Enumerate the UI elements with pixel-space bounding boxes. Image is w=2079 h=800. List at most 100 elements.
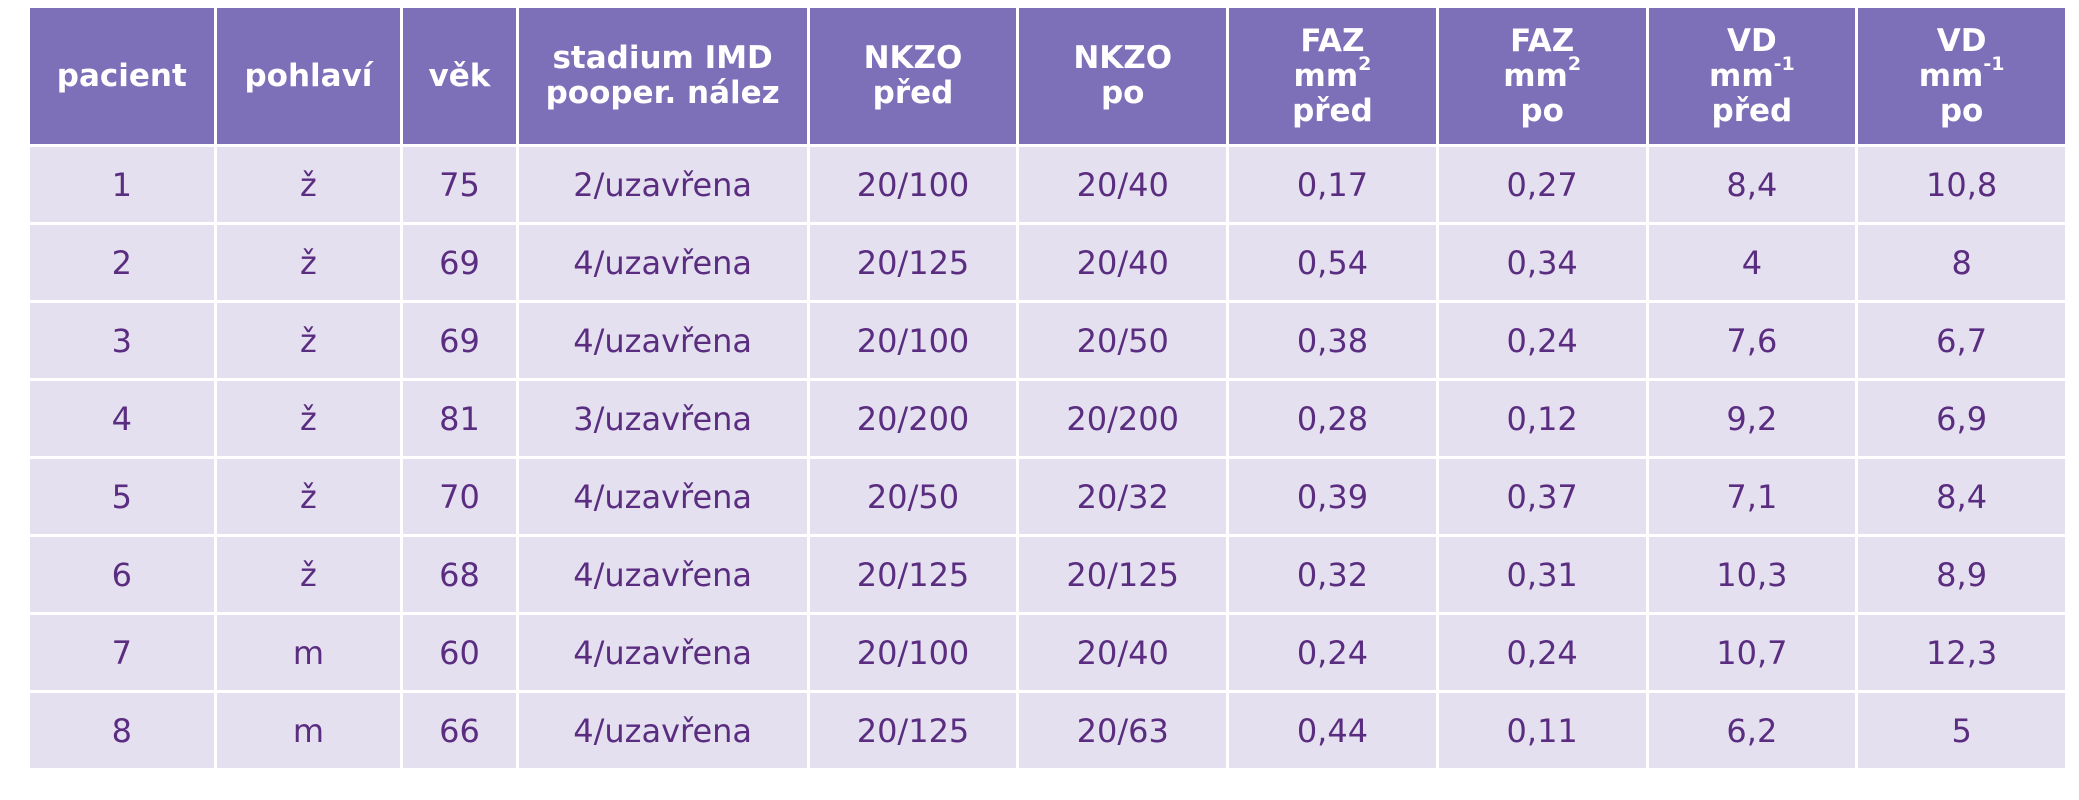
table-cell-faz-po: 0,11 xyxy=(1438,693,1646,768)
table-cell-pacient: 3 xyxy=(30,303,214,378)
table-cell-vd-pred: 8,4 xyxy=(1648,147,1856,222)
unit-exponent: 2 xyxy=(1567,53,1582,76)
table-header-row: pacient pohlaví věk stadium IMD pooper. nále… xyxy=(30,8,2065,144)
table-cell-pacient: 6 xyxy=(30,537,214,612)
column-header-text: mm xyxy=(1293,57,1359,94)
table-cell-vek: 68 xyxy=(403,537,516,612)
table-row: 3 ž 69 4/uzavřena 20/100 20/50 0,38 0,24 7,6 6,7 xyxy=(30,303,2065,378)
column-header-text: FAZ xyxy=(1510,22,1575,59)
column-header-text: věk xyxy=(428,57,491,94)
column-header-line: FAZ xyxy=(1443,22,1642,59)
table-cell-pohlavi: ž xyxy=(216,303,401,378)
table-cell-vd-po: 8,4 xyxy=(1858,459,2065,534)
table-row: 5 ž 70 4/uzavřena 20/50 20/32 0,39 0,37 7,1 8,4 xyxy=(30,459,2065,534)
column-header-line: po xyxy=(1443,93,1642,129)
table-cell-nkzo-po: 20/125 xyxy=(1019,537,1227,612)
table-row: 1 ž 75 2/uzavřena 20/100 20/40 0,17 0,27 8,4 10,8 xyxy=(30,147,2065,222)
column-header-line: FAZ xyxy=(1233,22,1432,59)
column-header-text: pacient xyxy=(56,57,187,94)
table-cell-vd-po: 6,7 xyxy=(1858,303,2065,378)
column-header-line: VD xyxy=(1862,22,2061,59)
column-header-text: VD xyxy=(1727,22,1777,59)
table-cell-nkzo-po: 20/40 xyxy=(1019,147,1227,222)
table-cell-faz-pred: 0,39 xyxy=(1229,459,1436,534)
table-cell-nkzo-pred: 20/100 xyxy=(809,615,1017,690)
table-cell-vd-po: 8,9 xyxy=(1858,537,2065,612)
table-cell-faz-pred: 0,28 xyxy=(1229,381,1436,456)
column-header-nkzo-po: NKZO po xyxy=(1019,8,1227,144)
column-header-text: po xyxy=(1100,75,1145,111)
column-header-pohlavi: pohlaví xyxy=(216,8,401,144)
patient-table: pacient pohlaví věk stadium IMD pooper. nále… xyxy=(27,5,2068,771)
column-header-text: mm xyxy=(1709,57,1774,94)
column-header-text: před xyxy=(1711,92,1793,129)
column-header-vek: věk xyxy=(403,8,516,144)
table-cell-nkzo-pred: 20/125 xyxy=(809,537,1017,612)
table-cell-vd-po: 5 xyxy=(1858,693,2065,768)
table-row: 6 ž 68 4/uzavřena 20/125 20/125 0,32 0,31 10,3 8,… xyxy=(30,537,2065,612)
column-header-line: mm-1 xyxy=(1862,55,2061,94)
column-header-text: stadium IMD xyxy=(552,40,773,76)
table-cell-vek: 81 xyxy=(403,381,516,456)
table-cell-vd-pred: 10,3 xyxy=(1648,537,1856,612)
column-header-line: VD xyxy=(1653,22,1852,59)
table-cell-pacient: 8 xyxy=(30,693,214,768)
table-cell-vek: 75 xyxy=(403,147,516,222)
column-header-text: mm xyxy=(1503,57,1568,94)
table-cell-pacient: 2 xyxy=(30,225,214,300)
table-cell-nkzo-pred: 20/125 xyxy=(809,225,1017,300)
table-cell-pacient: 4 xyxy=(30,381,214,456)
column-header-line: pohlaví xyxy=(221,57,397,94)
table-cell-faz-po: 0,37 xyxy=(1438,459,1646,534)
table-cell-nkzo-pred: 20/125 xyxy=(809,693,1017,768)
table-cell-stadium-imd: 4/uzavřena xyxy=(518,225,807,300)
column-header-text: VD xyxy=(1936,22,1987,59)
table-cell-vd-po: 6,9 xyxy=(1858,381,2065,456)
column-header-nkzo-pred: NKZO před xyxy=(809,8,1017,144)
column-header-text: NKZO xyxy=(1073,40,1173,76)
column-header-text: pohlaví xyxy=(244,57,373,94)
table-cell-nkzo-pred: 20/200 xyxy=(809,381,1017,456)
column-header-line: po xyxy=(1023,76,1222,111)
table-cell-pohlavi: ž xyxy=(216,537,401,612)
unit-exponent: 2 xyxy=(1358,53,1372,76)
table-cell-nkzo-po: 20/40 xyxy=(1019,225,1227,300)
table-cell-faz-pred: 0,44 xyxy=(1229,693,1436,768)
table-cell-nkzo-po: 20/40 xyxy=(1019,615,1227,690)
table-cell-stadium-imd: 3/uzavřena xyxy=(518,381,807,456)
column-header-line: mm2 xyxy=(1443,55,1642,94)
column-header-line: po xyxy=(1862,93,2061,129)
table-cell-nkzo-po: 20/63 xyxy=(1019,693,1227,768)
unit-exponent: -1 xyxy=(1983,53,2005,76)
table-cell-vd-po: 12,3 xyxy=(1858,615,2065,690)
table-cell-faz-pred: 0,17 xyxy=(1229,147,1436,222)
table-cell-faz-po: 0,24 xyxy=(1438,303,1646,378)
table-cell-stadium-imd: 4/uzavřena xyxy=(518,303,807,378)
table-cell-nkzo-pred: 20/100 xyxy=(809,303,1017,378)
column-header-line: NKZO xyxy=(1023,41,1222,76)
table-cell-faz-po: 0,31 xyxy=(1438,537,1646,612)
column-header-text: před xyxy=(872,75,954,111)
table-cell-nkzo-pred: 20/50 xyxy=(809,459,1017,534)
table-cell-vek: 70 xyxy=(403,459,516,534)
column-header-text: FAZ xyxy=(1300,22,1365,59)
table-cell-vek: 60 xyxy=(403,615,516,690)
table-cell-faz-po: 0,12 xyxy=(1438,381,1646,456)
column-header-text: mm xyxy=(1918,57,1984,94)
column-header-line: před xyxy=(1233,92,1432,129)
column-header-text: před xyxy=(1292,92,1373,129)
table-cell-vd-pred: 10,7 xyxy=(1648,615,1856,690)
column-header-line: mm2 xyxy=(1233,55,1432,94)
table-cell-pacient: 5 xyxy=(30,459,214,534)
table-row: 8 m 66 4/uzavřena 20/125 20/63 0,44 0,11 6,2 5 xyxy=(30,693,2065,768)
table-cell-stadium-imd: 2/uzavřena xyxy=(518,147,807,222)
table-cell-vd-pred: 7,1 xyxy=(1648,459,1856,534)
table-cell-faz-po: 0,24 xyxy=(1438,615,1646,690)
column-header-text: NKZO xyxy=(863,40,963,76)
table-cell-vd-pred: 4 xyxy=(1648,225,1856,300)
table-cell-vd-po: 8 xyxy=(1858,225,2065,300)
table-cell-nkzo-pred: 20/100 xyxy=(809,147,1017,222)
column-header-stadium-imd: stadium IMD pooper. nález xyxy=(518,8,807,144)
unit-exponent: -1 xyxy=(1773,53,1795,76)
table-cell-vd-po: 10,8 xyxy=(1858,147,2065,222)
